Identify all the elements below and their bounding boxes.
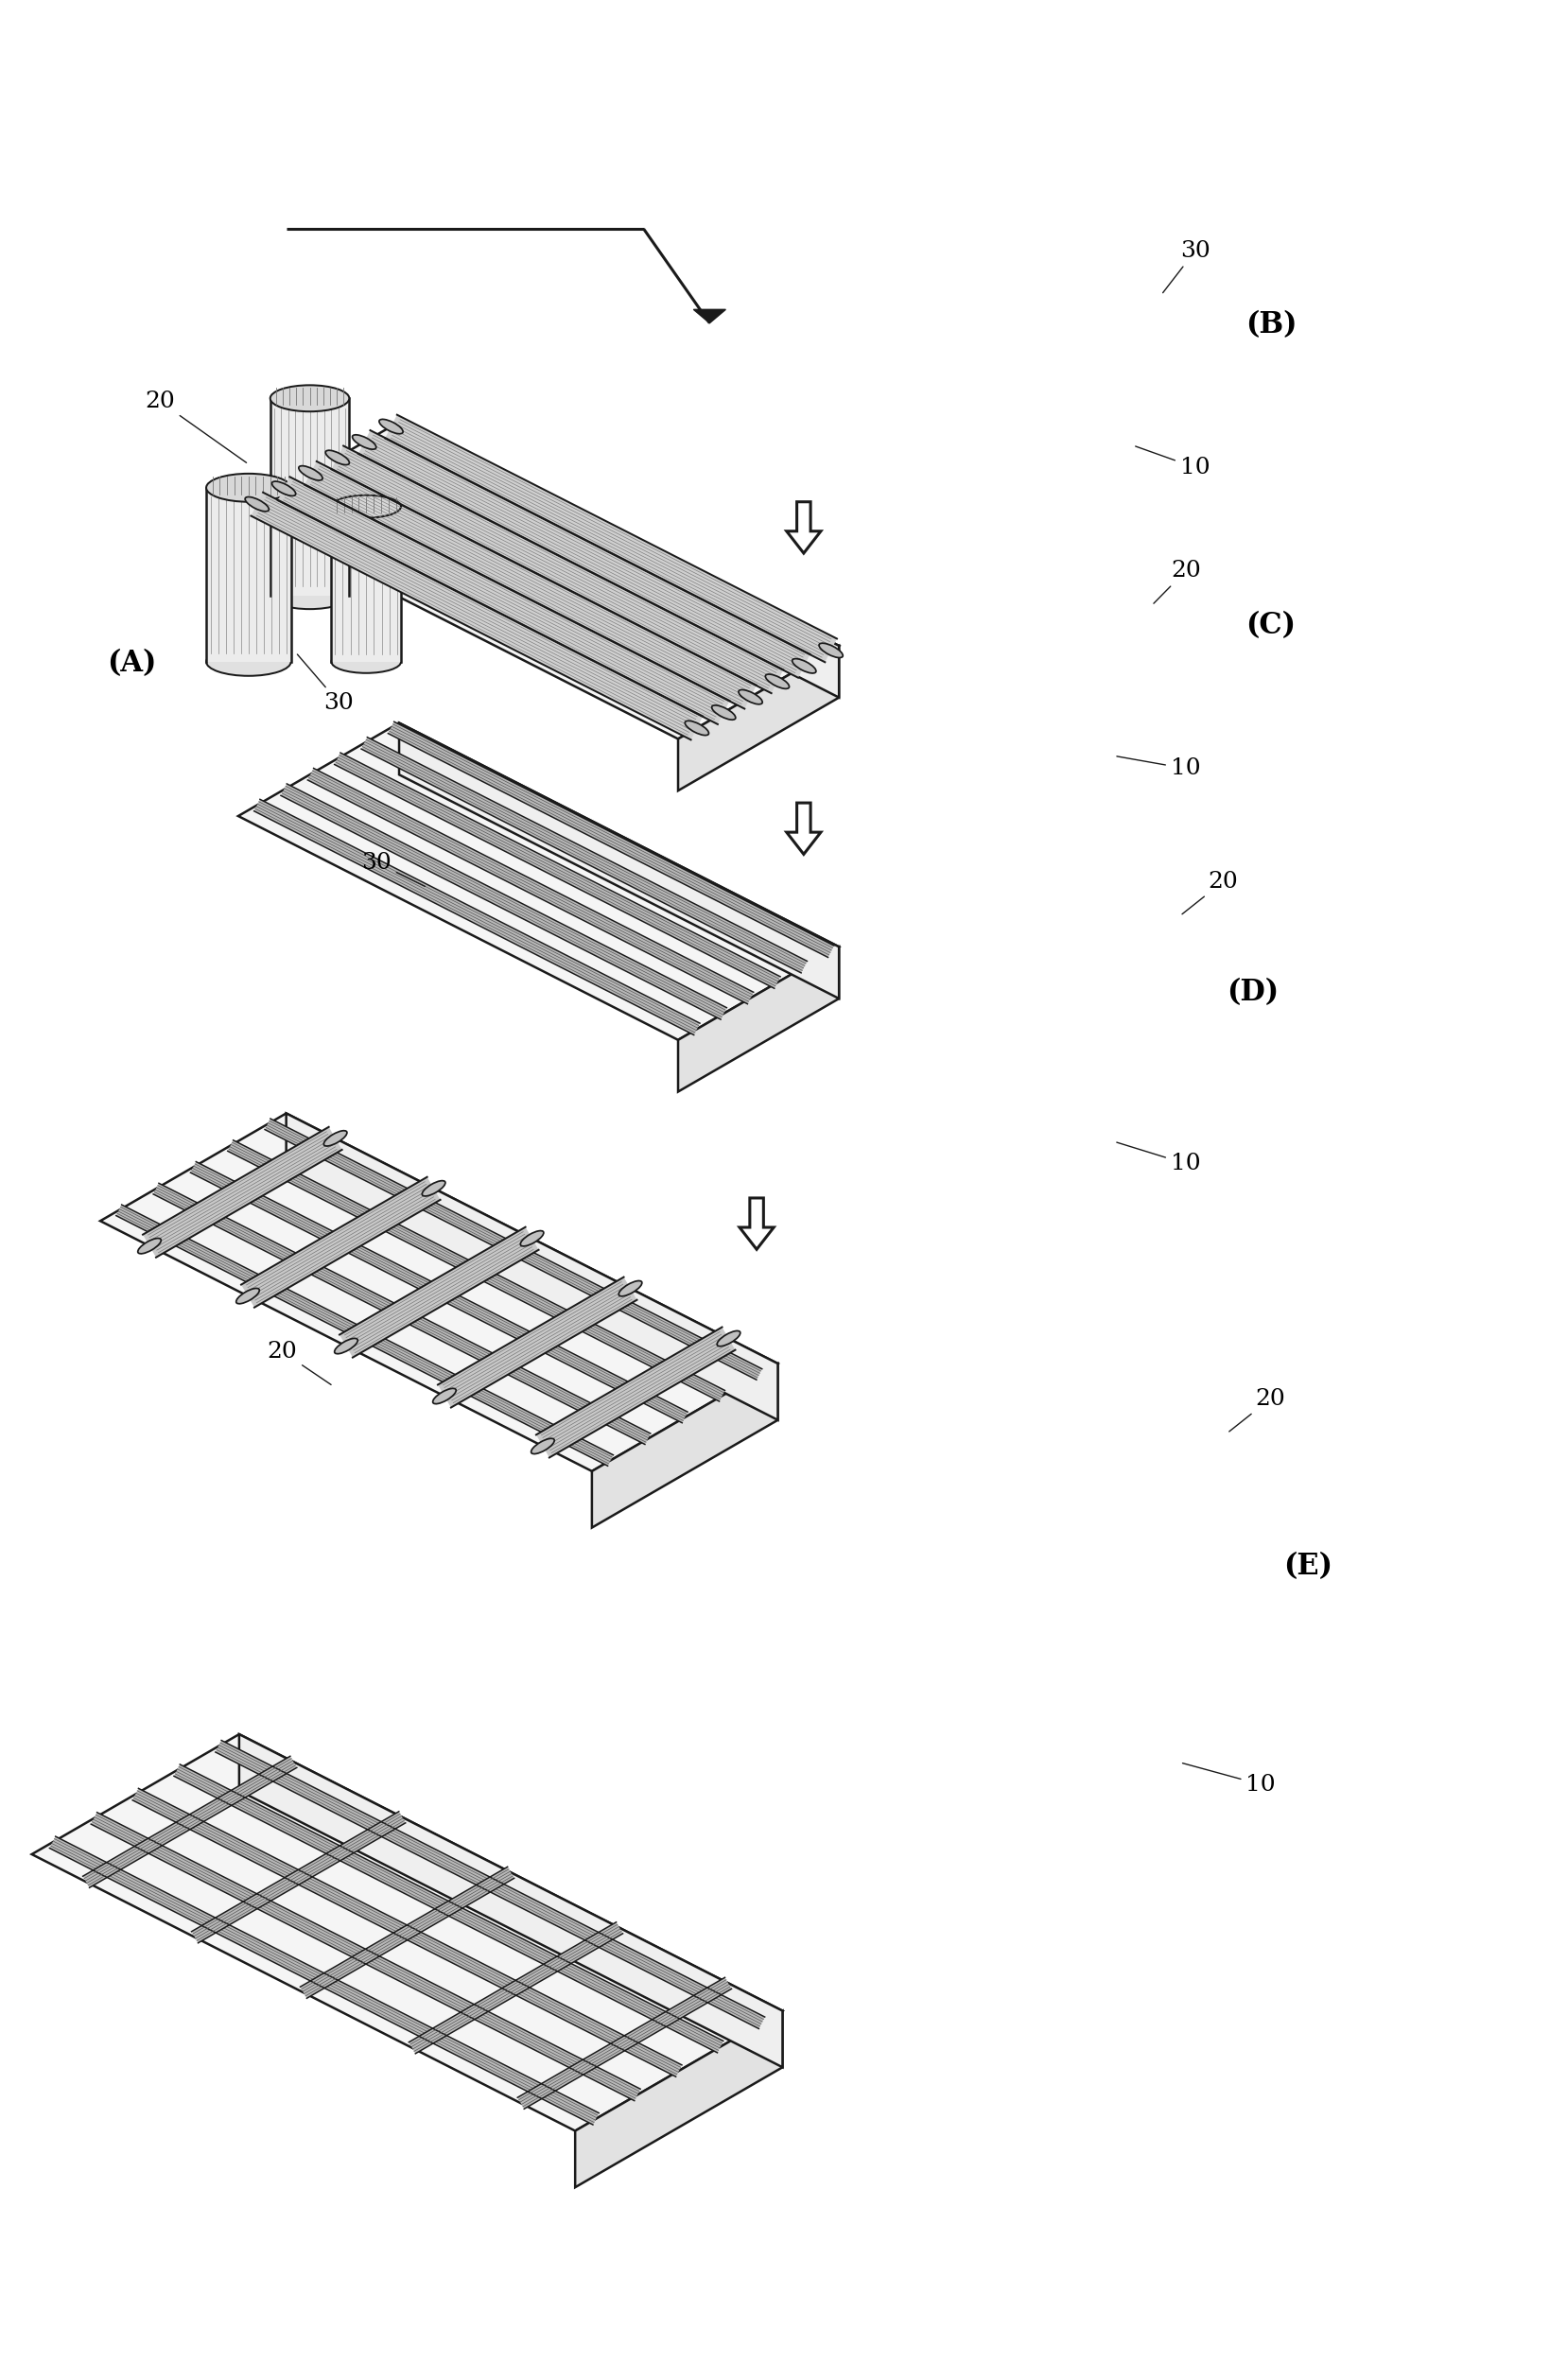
- Ellipse shape: [332, 650, 401, 674]
- Text: (C): (C): [1245, 612, 1296, 640]
- Polygon shape: [786, 802, 820, 854]
- Polygon shape: [287, 1114, 778, 1421]
- Polygon shape: [239, 421, 839, 738]
- Polygon shape: [677, 645, 839, 790]
- Polygon shape: [575, 2011, 783, 2187]
- Polygon shape: [239, 724, 839, 1040]
- Ellipse shape: [206, 647, 291, 676]
- Ellipse shape: [521, 1230, 544, 1247]
- Polygon shape: [304, 462, 756, 709]
- Polygon shape: [332, 507, 401, 662]
- Polygon shape: [143, 1128, 341, 1257]
- Polygon shape: [335, 752, 780, 988]
- Polygon shape: [518, 1978, 732, 2109]
- Ellipse shape: [711, 704, 735, 719]
- Text: 10: 10: [1135, 447, 1209, 478]
- Text: (B): (B): [1245, 309, 1297, 338]
- Ellipse shape: [270, 583, 349, 609]
- Polygon shape: [174, 1764, 722, 2052]
- Text: 20: 20: [146, 390, 246, 462]
- Polygon shape: [739, 1197, 773, 1250]
- Polygon shape: [191, 1811, 405, 1942]
- Polygon shape: [592, 1364, 778, 1528]
- Text: 20: 20: [1229, 1388, 1285, 1430]
- Polygon shape: [101, 1114, 778, 1471]
- Polygon shape: [388, 721, 834, 957]
- Ellipse shape: [530, 1438, 553, 1454]
- Ellipse shape: [378, 419, 403, 433]
- Ellipse shape: [716, 1330, 739, 1347]
- Polygon shape: [239, 1735, 783, 2068]
- Ellipse shape: [138, 1238, 161, 1254]
- Text: 20: 20: [1153, 559, 1200, 605]
- Polygon shape: [82, 1756, 296, 1887]
- Polygon shape: [50, 1837, 598, 2125]
- Ellipse shape: [352, 436, 377, 450]
- Polygon shape: [91, 1814, 640, 2102]
- Ellipse shape: [792, 659, 815, 674]
- Ellipse shape: [818, 643, 842, 657]
- Ellipse shape: [206, 474, 291, 502]
- Ellipse shape: [271, 481, 296, 495]
- Ellipse shape: [685, 721, 708, 735]
- Polygon shape: [398, 421, 839, 697]
- Polygon shape: [242, 1178, 440, 1307]
- Polygon shape: [332, 445, 783, 693]
- Ellipse shape: [326, 450, 349, 464]
- Ellipse shape: [432, 1388, 456, 1404]
- Polygon shape: [409, 1923, 623, 2054]
- Polygon shape: [206, 488, 291, 662]
- Text: 30: 30: [298, 654, 353, 714]
- Polygon shape: [215, 1740, 764, 2028]
- Polygon shape: [786, 502, 820, 552]
- Polygon shape: [307, 769, 753, 1004]
- Text: (E): (E): [1283, 1552, 1331, 1580]
- Polygon shape: [536, 1328, 735, 1457]
- Ellipse shape: [618, 1280, 642, 1297]
- Ellipse shape: [422, 1180, 445, 1197]
- Ellipse shape: [335, 1338, 358, 1354]
- Polygon shape: [270, 397, 349, 595]
- Text: 20: 20: [1181, 871, 1237, 914]
- Ellipse shape: [236, 1288, 259, 1304]
- Polygon shape: [693, 309, 725, 324]
- Polygon shape: [361, 738, 806, 973]
- Text: (A): (A): [107, 647, 157, 678]
- Polygon shape: [251, 493, 702, 740]
- Ellipse shape: [764, 674, 789, 688]
- Polygon shape: [116, 1204, 612, 1466]
- Text: 30: 30: [361, 852, 425, 885]
- Polygon shape: [277, 476, 728, 724]
- Ellipse shape: [738, 690, 763, 704]
- Polygon shape: [339, 1228, 538, 1357]
- Polygon shape: [281, 783, 727, 1019]
- Ellipse shape: [299, 466, 322, 481]
- Polygon shape: [437, 1278, 637, 1407]
- Text: 10: 10: [1116, 757, 1200, 778]
- Polygon shape: [265, 1119, 761, 1380]
- Polygon shape: [191, 1161, 687, 1423]
- Text: 10: 10: [1181, 1764, 1276, 1795]
- Ellipse shape: [245, 497, 268, 512]
- Polygon shape: [358, 431, 809, 678]
- Polygon shape: [254, 800, 699, 1035]
- Polygon shape: [132, 1787, 682, 2078]
- Text: 30: 30: [1162, 240, 1209, 293]
- Polygon shape: [398, 724, 839, 1000]
- Polygon shape: [384, 414, 837, 662]
- Ellipse shape: [324, 1130, 347, 1147]
- Ellipse shape: [332, 495, 401, 519]
- Text: 20: 20: [267, 1340, 330, 1385]
- Text: 10: 10: [1116, 1142, 1200, 1173]
- Polygon shape: [153, 1183, 649, 1445]
- Polygon shape: [31, 1735, 783, 2130]
- Polygon shape: [228, 1140, 724, 1402]
- Text: (D): (D): [1226, 978, 1279, 1007]
- Ellipse shape: [270, 386, 349, 412]
- Polygon shape: [301, 1866, 515, 1999]
- Polygon shape: [677, 947, 839, 1092]
